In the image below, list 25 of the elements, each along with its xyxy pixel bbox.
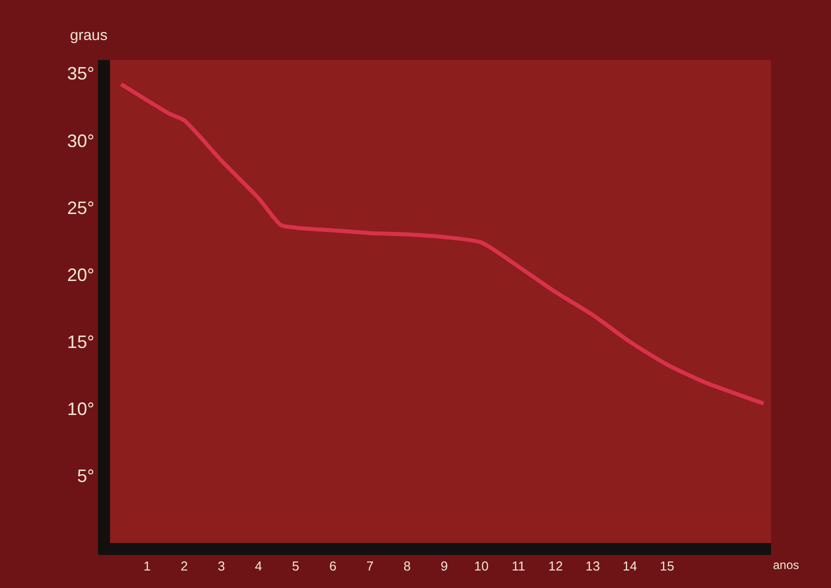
x-tick-label: 10 (474, 558, 489, 574)
y-tick-label: 35° (67, 64, 94, 84)
x-tick-label: 3 (218, 558, 226, 574)
y-tick-label: 25° (67, 198, 94, 218)
x-tick-label: 2 (180, 558, 188, 574)
y-tick-label: 5° (77, 466, 94, 486)
x-tick-label: 8 (403, 558, 411, 574)
x-tick-label: 15 (660, 558, 674, 574)
line-series (119, 82, 766, 406)
x-tick-label: 13 (586, 558, 600, 574)
x-tick-label: 7 (366, 558, 374, 574)
x-tick-label: 12 (548, 558, 563, 574)
x-tick-label: 4 (254, 558, 262, 574)
x-tick-label: 6 (329, 558, 336, 574)
y-tick-label: 15° (67, 332, 94, 352)
x-tick-label: 1 (144, 558, 151, 574)
y-tick-label: 30° (67, 130, 94, 151)
x-tick-label: 5 (292, 558, 300, 574)
y-tick-label: 20° (67, 264, 94, 285)
y-tick-label: 10° (67, 399, 94, 420)
x-tick-label: 14 (622, 558, 638, 574)
y-axis-title: graus (70, 27, 108, 44)
x-axis-title: anos (773, 558, 800, 572)
x-tick-label: 11 (512, 558, 526, 574)
x-tick-label: 9 (440, 558, 448, 574)
